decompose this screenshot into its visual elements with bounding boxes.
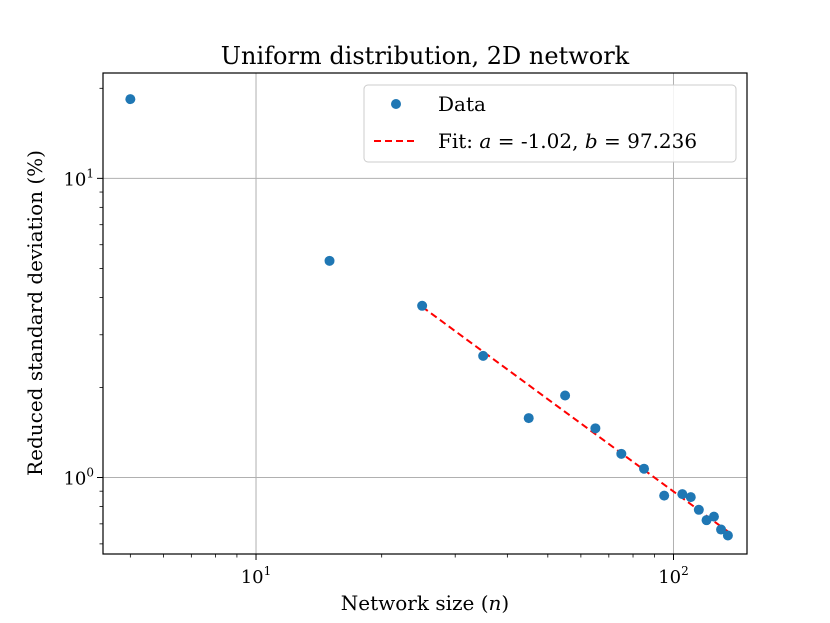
plot-frame	[102, 72, 748, 555]
data-point	[659, 490, 670, 501]
legend-fit-label: Fit: a = -1.02, b = 97.236	[438, 129, 697, 153]
data-point	[701, 515, 712, 526]
data-point	[523, 413, 534, 424]
data-point	[693, 504, 704, 515]
data-points-layer	[125, 94, 733, 541]
x-tick-label: 101	[241, 564, 272, 588]
data-point	[478, 350, 489, 361]
legend-data-label: Data	[438, 92, 486, 116]
y-axis-ticks: 100 101	[63, 87, 103, 545]
data-point	[677, 489, 688, 500]
legend-data-marker	[391, 99, 401, 109]
y-tick-label: 100	[63, 466, 94, 490]
data-point	[722, 530, 733, 541]
data-point	[417, 300, 428, 311]
legend-box	[363, 84, 737, 163]
y-tick-label: 101	[63, 166, 94, 190]
chart-title: Uniform distribution, 2D network	[221, 42, 630, 70]
data-point	[639, 463, 650, 474]
x-tick-label: 102	[658, 564, 689, 588]
fit-line-layer	[421, 306, 729, 533]
data-point	[708, 511, 719, 522]
legend: Data Fit: a = -1.02, b = 97.236	[363, 84, 737, 163]
data-point	[324, 255, 335, 266]
data-point	[716, 524, 727, 535]
data-point	[560, 390, 571, 401]
x-axis-label: Network size (n)	[341, 591, 509, 615]
fit-line	[421, 306, 729, 533]
data-point	[616, 448, 627, 459]
data-point	[590, 423, 601, 434]
y-axis-label: Reduced standard deviation (%)	[23, 150, 47, 476]
x-axis-ticks: 101 102	[129, 554, 689, 588]
data-point	[125, 94, 136, 105]
data-point	[685, 492, 696, 503]
